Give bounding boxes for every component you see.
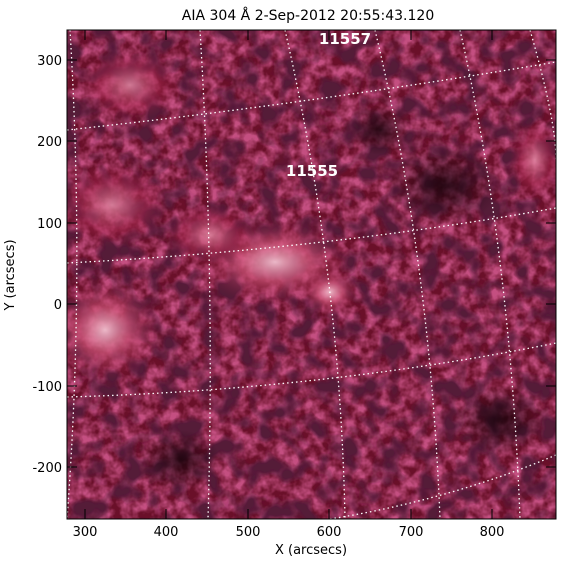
active-region-11557: 11557 [319, 30, 371, 48]
x-tick-label: 300 [73, 525, 98, 540]
plot-frame [66, 29, 557, 520]
x-axis-label: X (arcsecs) [275, 543, 347, 558]
solar-image: 11557 11555 [67, 30, 556, 519]
figure-title: AIA 304 Å 2-Sep-2012 20:55:43.120 [182, 7, 434, 24]
y-tick-label: -200 [32, 461, 62, 476]
x-tick-label: 400 [154, 525, 179, 540]
y-tick-label: 300 [37, 54, 62, 69]
x-tick-label: 800 [480, 525, 505, 540]
heliographic-grid [67, 30, 556, 519]
y-tick-labels: 300 200 100 0 -100 -200 [32, 54, 62, 476]
y-tick-label: -100 [32, 380, 62, 395]
y-tick-label: 0 [54, 298, 62, 313]
y-tick-label: 100 [37, 217, 62, 232]
y-tick-label: 200 [37, 135, 62, 150]
x-tick-labels: 300 400 500 600 700 800 [73, 525, 505, 540]
x-tick-label: 600 [317, 525, 342, 540]
y-axis [67, 59, 556, 468]
y-axis-label: Y (arcsecs) [3, 239, 18, 311]
x-axis [84, 30, 493, 519]
active-region-11555: 11555 [286, 162, 338, 180]
x-tick-label: 700 [399, 525, 424, 540]
x-tick-label: 500 [236, 525, 261, 540]
